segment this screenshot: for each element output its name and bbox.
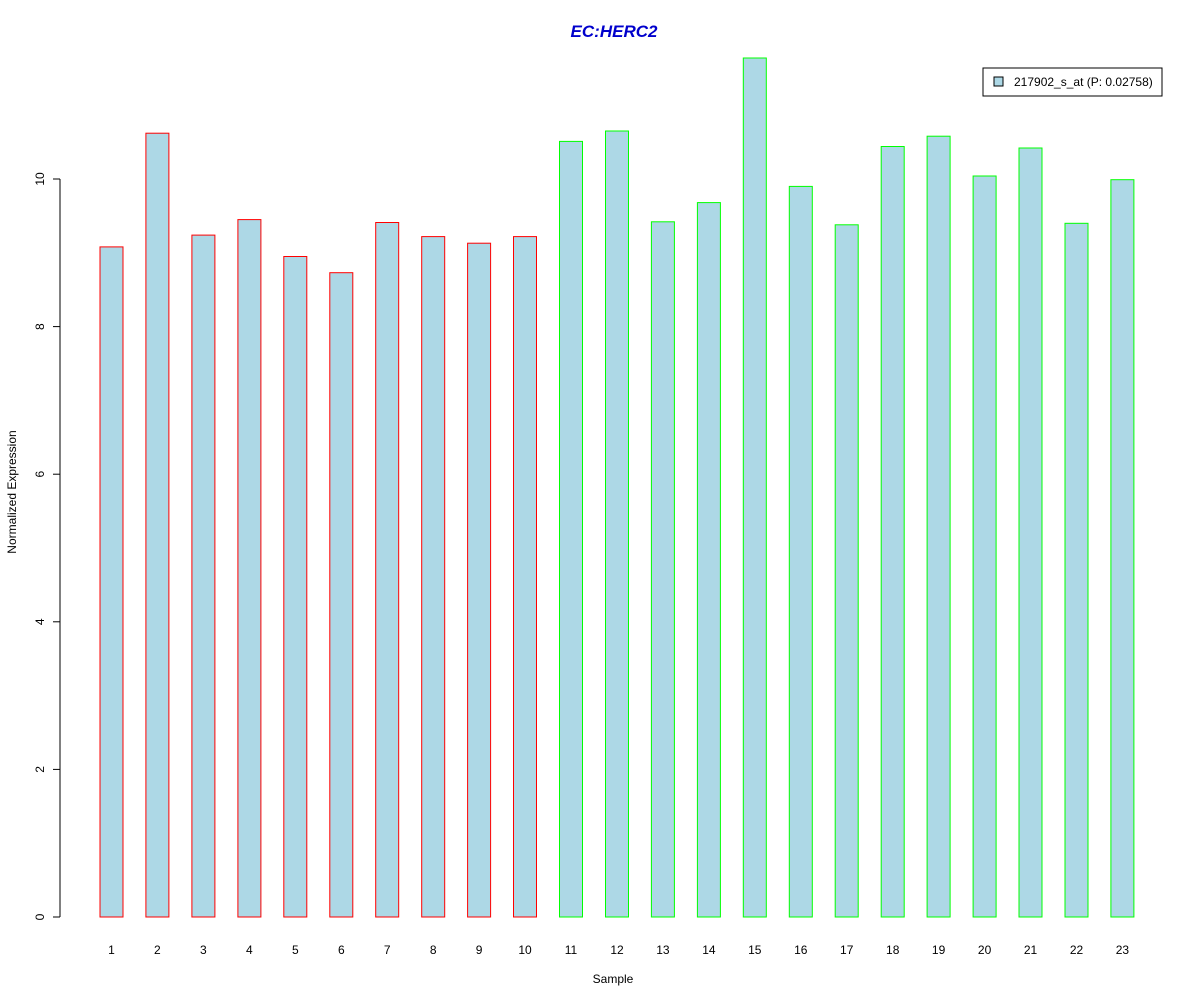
x-tick-label: 9 [476, 943, 483, 957]
bar [696, 202, 721, 918]
x-tick-label: 13 [656, 943, 670, 957]
bar [467, 242, 492, 918]
x-tick-label: 8 [430, 943, 437, 957]
bar [559, 140, 583, 918]
x-tick-label: 14 [702, 943, 716, 957]
y-tick-label: 6 [33, 471, 47, 478]
x-tick-label: 1 [108, 943, 115, 957]
x-tick-label: 17 [840, 943, 854, 957]
bar [513, 236, 537, 918]
bar [329, 272, 354, 918]
x-tick-label: 18 [886, 943, 900, 957]
bar [283, 256, 308, 918]
y-axis: 0 2 4 6 8 10 [33, 172, 61, 920]
bar [926, 135, 951, 918]
bar [1064, 222, 1089, 918]
y-tick-label: 0 [33, 913, 47, 920]
bar [237, 219, 262, 918]
y-tick-label: 2 [33, 766, 47, 773]
x-tick-label: 5 [292, 943, 299, 957]
x-axis-label: Sample [593, 972, 634, 986]
x-tick-label: 21 [1024, 943, 1038, 957]
x-tick-label: 23 [1116, 943, 1130, 957]
x-tick-label: 15 [748, 943, 762, 957]
x-tick-labels: 1 2 3 4 5 6 7 8 9 10 11 12 13 14 15 16 17 18 19 20 21 22 23 [108, 943, 1129, 957]
legend: 217902_s_at (P: 0.02758) [982, 67, 1163, 97]
x-tick-label: 16 [794, 943, 808, 957]
bar [1018, 147, 1043, 918]
y-tick-label: 8 [33, 323, 47, 330]
x-tick-label: 11 [565, 943, 578, 957]
x-tick-label: 22 [1070, 943, 1084, 957]
x-tick-label: 6 [338, 943, 345, 957]
bar [834, 224, 859, 918]
bar [605, 130, 629, 918]
x-tick-label: 20 [978, 943, 992, 957]
x-tick-label: 12 [610, 943, 624, 957]
bar [375, 222, 400, 918]
x-tick-label: 7 [384, 943, 391, 957]
legend-label: 217902_s_at (P: 0.02758) [1014, 75, 1153, 89]
bar [880, 146, 905, 918]
x-tick-label: 3 [200, 943, 207, 957]
bar [421, 236, 446, 918]
bar [742, 57, 767, 918]
x-tick-label: 10 [518, 943, 532, 957]
x-tick-label: 19 [932, 943, 946, 957]
bar [788, 185, 813, 918]
chart-title: EC:HERC2 [571, 22, 658, 41]
x-tick-label: 2 [154, 943, 161, 957]
bar [972, 175, 997, 918]
bar [191, 234, 216, 918]
x-tick-label: 4 [246, 943, 253, 957]
bars [99, 57, 1135, 918]
bar [99, 246, 124, 918]
legend-swatch [993, 76, 1004, 87]
y-tick-label: 10 [33, 172, 47, 186]
y-tick-label: 4 [33, 618, 47, 625]
y-axis-label: Normalized Expression [5, 430, 19, 553]
bar [145, 132, 170, 918]
bar [1110, 179, 1135, 918]
legend-box [982, 67, 1163, 97]
bar [650, 221, 675, 918]
